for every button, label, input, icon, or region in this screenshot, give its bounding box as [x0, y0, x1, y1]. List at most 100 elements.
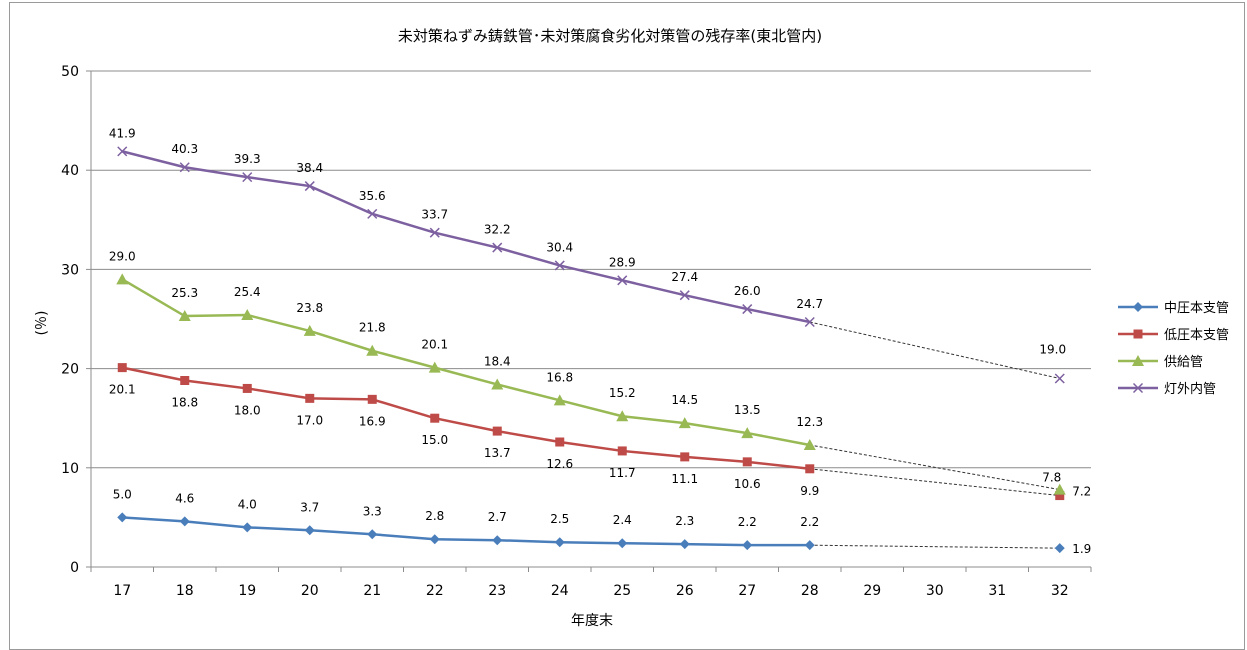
data-point: [242, 522, 253, 533]
data-point: [1054, 543, 1065, 554]
legend-label: 供給管: [1164, 355, 1203, 370]
data-point: [304, 525, 315, 536]
data-point: [367, 529, 378, 540]
data-label: 39.3: [234, 152, 261, 166]
data-label: 38.4: [296, 161, 323, 175]
data-label: 14.5: [671, 393, 698, 407]
data-point: [117, 363, 127, 373]
label-layer: 5.0 4.6 4.0 3.7 3.3 2.8 2.7 2.5 2.4 2.3 2.2 2.2 1.9 2…: [109, 126, 1091, 556]
data-point-stroke: [242, 172, 253, 183]
chart-title: 未対策ねずみ鋳鉄管･未対策腐食劣化対策管の残存率(東北管内): [398, 27, 822, 45]
data-label: 25.4: [234, 285, 261, 299]
data-label: 25.3: [171, 286, 198, 300]
series-line: [121, 278, 810, 447]
data-label: 19.0: [1039, 343, 1066, 357]
projection-line: [809, 321, 1060, 380]
data-point: [555, 437, 565, 447]
data-label: 16.8: [546, 370, 573, 384]
data-label: 2.4: [613, 513, 632, 527]
data-point-stroke: [179, 162, 190, 173]
data-label: 2.2: [800, 515, 819, 529]
data-point: [680, 452, 690, 462]
data-label: 33.7: [421, 208, 448, 222]
y-tick-label: 30: [61, 262, 79, 278]
data-label: 41.9: [109, 126, 136, 140]
data-label: 5.0: [113, 487, 132, 501]
data-label: 4.0: [238, 497, 257, 511]
data-label: 23.8: [296, 301, 323, 315]
projection-line: [809, 544, 1060, 549]
data-label: 2.7: [488, 510, 507, 524]
x-tick-label: 26: [676, 583, 694, 599]
data-point: [803, 438, 816, 450]
data-point: [242, 172, 253, 183]
data-point: [1132, 382, 1144, 394]
projection-line: [809, 468, 1060, 497]
data-point: [678, 417, 691, 429]
data-point-stroke: [367, 208, 378, 219]
data-label: 18.8: [171, 396, 198, 410]
data-label: 26.0: [734, 284, 761, 298]
data-point: [617, 275, 628, 286]
x-tick-label: 17: [113, 583, 131, 599]
series-layer: [116, 146, 1066, 554]
series-2: [116, 273, 1066, 495]
chart-frame: 未対策ねずみ鋳鉄管･未対策腐食劣化対策管の残存率(東北管内) 0 10 20 30 40…: [9, 2, 1245, 650]
data-point: [179, 162, 190, 173]
data-label: 21.8: [359, 321, 386, 335]
series-1: [117, 363, 1065, 501]
data-point: [617, 446, 627, 456]
data-label: 2.2: [738, 515, 757, 529]
line-chart: 未対策ねずみ鋳鉄管･未対策腐食劣化対策管の残存率(東北管内) 0 10 20 30 40…: [34, 27, 1229, 629]
data-label: 20.1: [109, 383, 136, 397]
data-label: 32.2: [484, 223, 511, 237]
data-point: [742, 540, 753, 551]
data-point: [304, 181, 315, 192]
data-label: 11.7: [609, 466, 636, 480]
x-tick-label: 23: [488, 583, 506, 599]
data-label: 11.1: [671, 472, 698, 486]
x-tick-label: 24: [551, 583, 569, 599]
data-label: 10.6: [734, 477, 761, 491]
x-tick-label: 22: [426, 583, 444, 599]
data-point: [554, 537, 565, 548]
y-tick-label: 20: [61, 362, 79, 378]
data-point: [741, 427, 754, 439]
projection-line: [809, 444, 1060, 491]
data-label: 15.0: [421, 433, 448, 447]
data-point: [178, 310, 191, 322]
data-label: 9.9: [800, 484, 819, 498]
x-tick-label: 20: [301, 583, 319, 599]
data-label: 12.6: [546, 457, 573, 471]
data-point: [1054, 373, 1065, 384]
data-point: [305, 393, 315, 403]
grid-layer: [91, 70, 1091, 469]
data-label: 24.7: [796, 297, 823, 311]
x-tick-label: 32: [1051, 583, 1069, 599]
data-point: [1133, 302, 1143, 312]
data-point: [241, 309, 254, 321]
data-point: [491, 378, 504, 390]
series-line: [121, 366, 810, 471]
data-point-stroke: [1054, 373, 1065, 384]
legend-label: 低圧本支管: [1164, 328, 1229, 343]
series-3: [117, 146, 1065, 384]
legend-item: 灯外内管: [1118, 381, 1216, 397]
legend-label: 中圧本支管: [1164, 301, 1229, 316]
data-point: [805, 464, 815, 474]
data-point: [554, 260, 565, 271]
y-tick-label: 50: [61, 64, 79, 80]
data-point: [180, 376, 190, 386]
data-point: [616, 410, 629, 422]
data-label: 1.9: [1072, 542, 1091, 556]
data-label: 7.2: [1072, 485, 1091, 499]
data-point: [117, 146, 128, 157]
data-point: [367, 208, 378, 219]
data-point: [679, 539, 690, 550]
data-label: 2.8: [425, 509, 444, 523]
data-point: [1055, 491, 1065, 501]
data-point-stroke: [679, 290, 690, 301]
x-tick-label: 28: [801, 583, 819, 599]
data-label: 15.2: [609, 386, 636, 400]
x-tick-label: 25: [613, 583, 631, 599]
